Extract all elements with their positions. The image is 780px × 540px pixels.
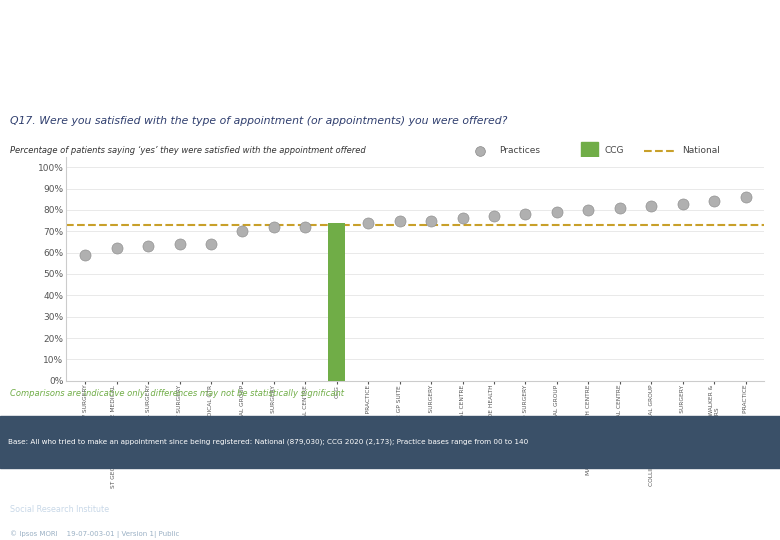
Text: Practices: Practices xyxy=(499,146,541,155)
Text: Comparisons are indicative only: differences may not be statistically significan: Comparisons are indicative only: differe… xyxy=(10,389,344,397)
Text: © Ipsos MORI    19-07-003-01 | Version 1| Public: © Ipsos MORI 19-07-003-01 | Version 1| P… xyxy=(10,530,179,538)
Bar xyxy=(328,223,346,381)
Text: Base: All who tried to make an appointment since being registered: National (879: Base: All who tried to make an appointme… xyxy=(8,438,528,445)
Text: how the CCG’s practices compare: how the CCG’s practices compare xyxy=(10,65,364,84)
Bar xyxy=(581,143,598,159)
Text: Social Research Institute: Social Research Institute xyxy=(10,505,109,514)
Bar xyxy=(0,416,780,468)
Text: Satisfaction with appointment offered:: Satisfaction with appointment offered: xyxy=(10,23,422,42)
Text: Ipsos MORI: Ipsos MORI xyxy=(10,475,76,485)
Text: CCG: CCG xyxy=(604,146,624,155)
Text: Q17. Were you satisfied with the type of appointment (or appointments) you were : Q17. Were you satisfied with the type of… xyxy=(10,116,508,126)
Text: 27: 27 xyxy=(381,486,399,500)
Text: National: National xyxy=(682,146,721,155)
Text: Percentage of patients saying ‘yes’ they were satisfied with the appointment off: Percentage of patients saying ‘yes’ they… xyxy=(10,146,366,155)
